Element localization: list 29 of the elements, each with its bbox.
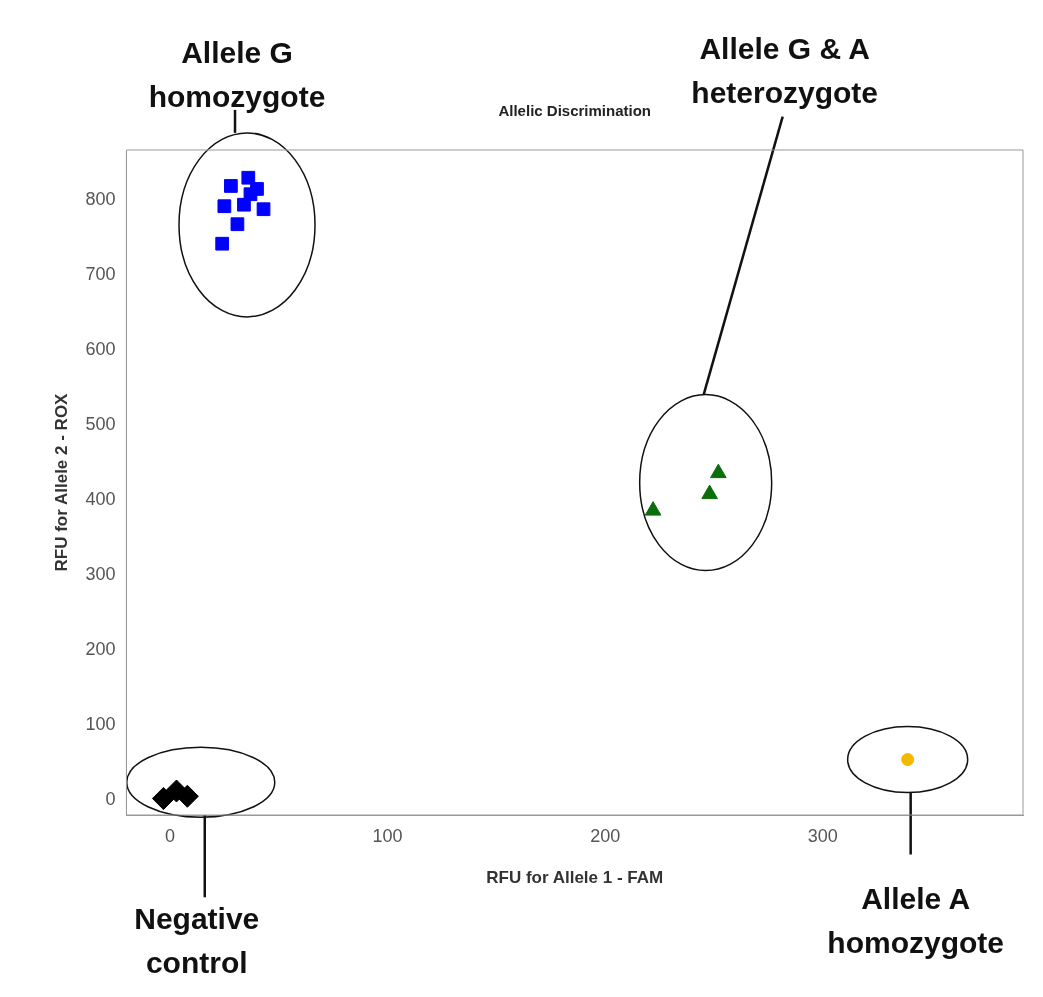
y-tick-label: 100 xyxy=(85,714,116,734)
text: Allele G homozygote xyxy=(148,36,326,114)
text: Allele A homozygote xyxy=(827,881,1004,959)
point xyxy=(217,199,232,214)
text: Negative control xyxy=(134,901,260,979)
y-tick-label: 500 xyxy=(85,414,116,435)
x-tick-label: 300 xyxy=(807,825,838,846)
point xyxy=(256,202,271,217)
point xyxy=(224,179,238,193)
y-tick-label: 200 xyxy=(85,639,116,660)
text: Allele G & A heterozygote xyxy=(691,31,879,109)
x-axis-title: RFU for Allele 1 - FAM xyxy=(486,868,664,888)
point xyxy=(230,217,245,232)
y-tick-label: 300 xyxy=(85,564,116,585)
y-axis-title: RFU for Allele 2 - ROX xyxy=(51,392,71,572)
point xyxy=(901,753,915,767)
x-tick-label: 0 xyxy=(164,825,175,846)
point xyxy=(151,787,175,811)
point xyxy=(215,236,230,251)
y-tick-label: 400 xyxy=(85,489,116,510)
y-tick-label: 0 xyxy=(105,788,116,809)
chart-title: Allelic Discrimination xyxy=(498,102,651,120)
y-tick-label: 700 xyxy=(85,264,116,285)
x-tick-label: 100 xyxy=(372,825,403,846)
x-tick-label: 200 xyxy=(590,825,621,846)
y-tick-label: 600 xyxy=(85,339,116,360)
point xyxy=(241,170,256,185)
point xyxy=(243,187,258,202)
y-tick-label: 800 xyxy=(85,189,116,210)
